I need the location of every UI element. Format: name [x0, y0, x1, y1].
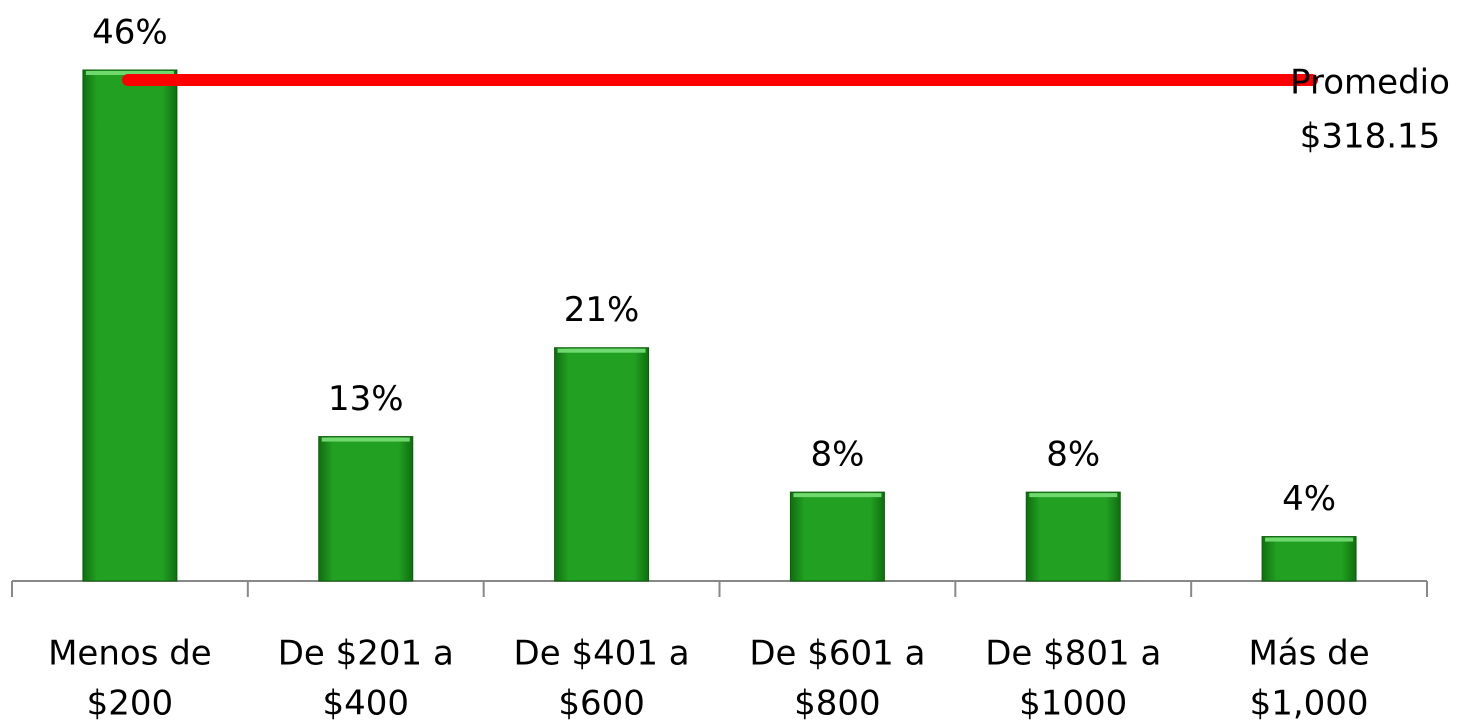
x-tick-label: $1,000	[1250, 684, 1369, 724]
x-tick-label: $800	[794, 684, 881, 724]
bar	[82, 69, 178, 582]
x-tick-label: $600	[558, 684, 645, 724]
value-label: 8%	[810, 435, 864, 475]
bar-highlight	[85, 71, 174, 75]
x-tick-label: $400	[322, 684, 409, 724]
bar	[554, 347, 650, 582]
bar-highlight	[1265, 537, 1354, 542]
value-label: 21%	[564, 290, 640, 330]
bar	[1261, 536, 1357, 582]
value-label: 8%	[1046, 435, 1100, 475]
bar-highlight	[557, 348, 646, 353]
x-tick-label: De $801 a	[985, 634, 1161, 674]
annotation-line: $318.15	[1300, 117, 1441, 157]
bar	[1025, 491, 1121, 582]
annotation-line: Promedio	[1290, 63, 1450, 103]
x-tick-label: $200	[87, 684, 174, 724]
bar-highlight	[1029, 493, 1118, 498]
x-tick-label: $1000	[1019, 684, 1127, 724]
bar-highlight	[793, 493, 882, 498]
value-label: 4%	[1282, 479, 1336, 519]
value-label: 46%	[92, 13, 168, 53]
x-tick-label: De $401 a	[514, 634, 690, 674]
x-tick-label: Más de	[1248, 634, 1369, 674]
bar	[789, 491, 885, 582]
bar	[318, 436, 414, 582]
x-tick-label: De $201 a	[278, 634, 454, 674]
bar-highlight	[321, 437, 410, 442]
plot-area: 46% Menos de $200 13% De $201 a $400 21% De $40…	[11, 13, 1428, 724]
x-tick-label: Menos de	[48, 634, 212, 674]
value-label: 13%	[328, 379, 404, 419]
x-tick-label: De $601 a	[749, 634, 925, 674]
